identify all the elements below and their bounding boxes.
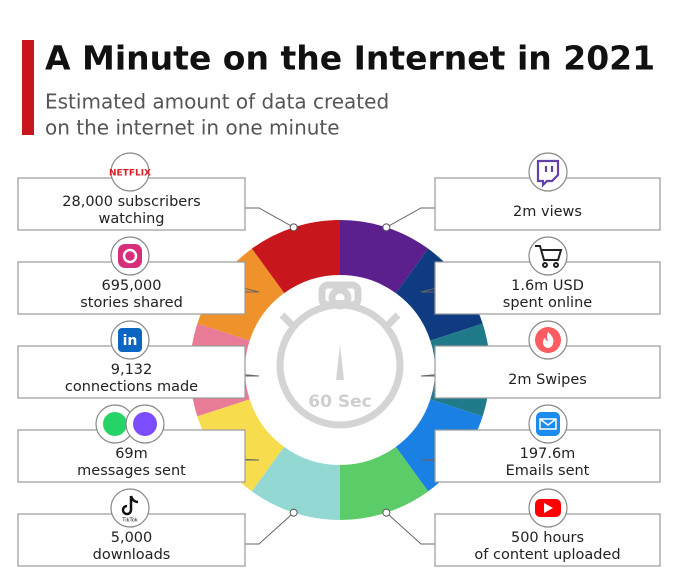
icon: [536, 159, 560, 188]
item-label: 1.6m USD: [511, 278, 584, 294]
subtitle: on the internet in one minute: [45, 116, 340, 140]
icon-text: TikTok: [121, 518, 137, 524]
icon: [133, 412, 157, 436]
item: 2m Swipes: [420, 320, 661, 399]
icon-text: NETFLIX: [109, 169, 151, 179]
item-label: of content uploaded: [474, 547, 620, 563]
icon-badge: [528, 152, 568, 192]
connector-dot: [289, 508, 298, 517]
item-label: downloads: [93, 547, 171, 563]
item-label: stories shared: [80, 295, 183, 311]
icon: [535, 245, 563, 268]
title: A Minute on the Internet in 2021: [45, 39, 655, 78]
item-label: connections made: [65, 379, 198, 395]
connector: [386, 207, 435, 228]
ring-segment: [251, 220, 340, 294]
item-label: 500 hours: [511, 530, 584, 546]
item-label: 28,000 subscribers: [62, 194, 200, 210]
icon: [121, 495, 139, 516]
icon: [543, 332, 554, 348]
connector: [386, 512, 435, 545]
ring-segment: [251, 446, 340, 520]
stopwatch: [276, 281, 404, 429]
icon: [118, 328, 142, 352]
connector-dot: [289, 223, 298, 232]
accent-bar: [22, 40, 34, 135]
item-label: 69m: [115, 446, 148, 462]
icon: [539, 418, 557, 430]
item-label: 197.6m: [520, 446, 576, 462]
item-label: 2m Swipes: [508, 372, 587, 388]
item-label: spent online: [503, 295, 592, 311]
icon: [103, 412, 127, 436]
item-label: 5,000: [111, 530, 153, 546]
label-box: [17, 429, 246, 483]
center-label: 60 Sec: [308, 392, 371, 412]
ring-segment: [340, 220, 429, 294]
item-label: watching: [98, 211, 164, 227]
icon: [118, 244, 142, 268]
item-label: 9,132: [111, 362, 153, 378]
connector-dot: [382, 508, 391, 517]
item-label: messages sent: [77, 463, 186, 479]
subtitle: Estimated amount of data created: [45, 90, 389, 114]
icon: [544, 503, 553, 513]
icon-badge: [528, 236, 568, 276]
item: 2m views: [382, 152, 661, 232]
icon: in: [123, 333, 138, 349]
connector: [245, 512, 294, 545]
connector-dot: [382, 223, 391, 232]
ring-segment: [340, 446, 429, 520]
item-label: 695,000: [102, 278, 162, 294]
connector: [245, 207, 294, 228]
icon: [536, 412, 560, 436]
icon: [122, 248, 138, 264]
item-label: Emails sent: [506, 463, 590, 479]
item-label: 2m views: [513, 204, 582, 220]
icon-badge: [110, 152, 150, 192]
